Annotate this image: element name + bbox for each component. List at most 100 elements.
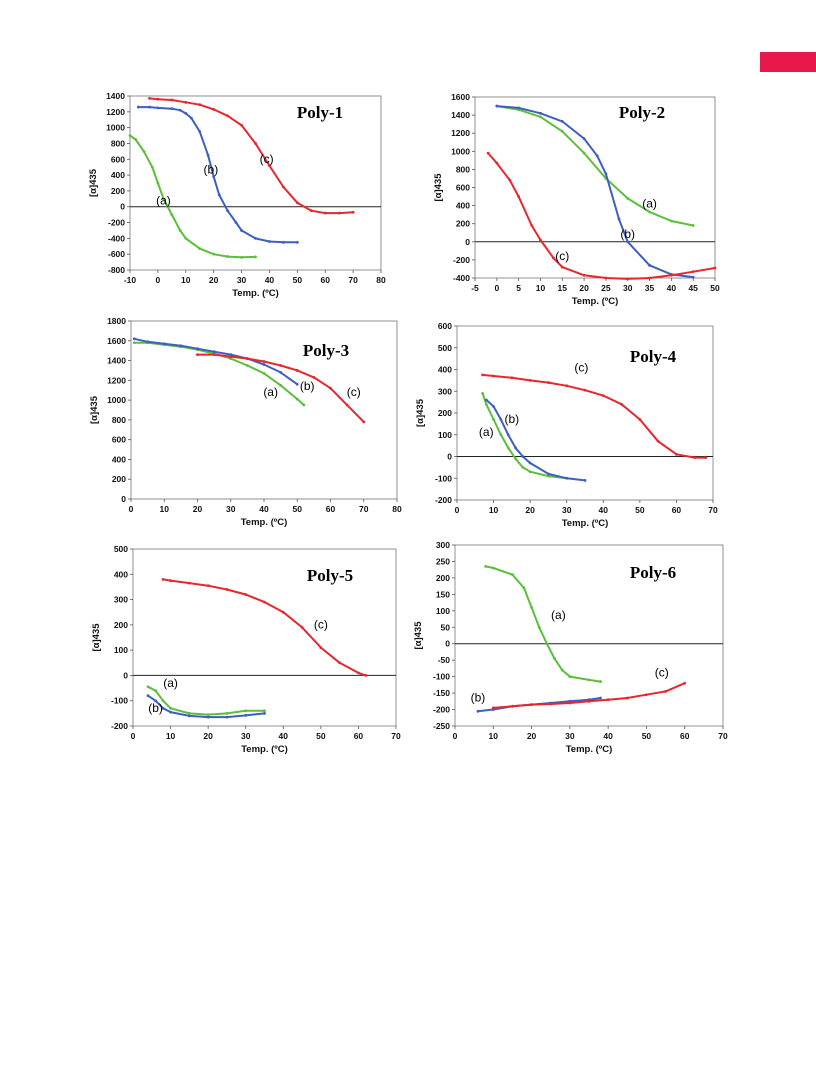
x-tick-label: 80 [392, 504, 402, 514]
data-point-b [212, 350, 216, 354]
y-tick-label: 1200 [451, 128, 470, 138]
data-point-c [337, 211, 341, 215]
y-tick-label: -100 [435, 473, 452, 483]
data-point-c [565, 384, 569, 388]
data-point-b [539, 111, 542, 115]
x-tick-label: 15 [558, 283, 568, 293]
data-point-b [226, 209, 230, 213]
data-point-c [620, 402, 623, 406]
data-point-a [587, 678, 591, 682]
y-axis-label: [α]435 [88, 168, 99, 197]
data-point-c [156, 97, 160, 101]
data-point-c [295, 369, 299, 372]
y-tick-label: 0 [445, 639, 450, 649]
x-tick-label: 0 [131, 731, 136, 741]
panel-title: Poly-2 [619, 103, 665, 122]
data-point-a [146, 685, 150, 689]
series-line-c [162, 578, 367, 677]
data-point-b [217, 193, 221, 197]
y-tick-label: 200 [111, 186, 125, 196]
data-point-c [357, 671, 360, 675]
y-tick-label: 600 [111, 154, 125, 164]
series-line-a [496, 105, 694, 227]
data-point-a [648, 210, 651, 214]
data-point-a [545, 642, 549, 646]
data-point-a [484, 564, 488, 568]
data-point-b [170, 107, 174, 111]
x-tick-label: 10 [489, 505, 499, 515]
x-tick-label: 30 [226, 504, 236, 514]
data-point-c [196, 353, 199, 357]
data-point-c [601, 394, 605, 397]
data-point-c [508, 178, 512, 182]
data-point-c [693, 456, 697, 459]
x-tick-label: 60 [672, 505, 682, 515]
data-point-b [161, 706, 165, 710]
data-point-a [560, 668, 564, 672]
series-label-c: (c) [655, 666, 669, 680]
y-tick-label: 1400 [107, 356, 126, 366]
series-label-a: (a) [642, 196, 657, 210]
x-tick-label: 40 [599, 505, 609, 515]
data-point-a [302, 403, 306, 407]
series-label-c: (c) [347, 385, 361, 399]
y-tick-label: 1400 [451, 110, 470, 120]
data-point-a [295, 397, 299, 401]
y-tick-label: 400 [456, 201, 470, 211]
y-tick-label: 1400 [106, 91, 125, 101]
x-tick-label: 45 [688, 283, 698, 293]
data-point-c [329, 386, 332, 390]
y-tick-label: 600 [456, 183, 470, 193]
data-point-c [364, 674, 368, 677]
x-tick-label: 10 [166, 731, 176, 741]
x-axis-label: Temp. (ºC) [566, 744, 613, 755]
y-tick-label: 800 [112, 415, 126, 425]
data-point-a [128, 134, 132, 137]
data-point-c [675, 452, 678, 456]
data-point-b [514, 446, 517, 450]
data-point-a [226, 255, 230, 258]
data-point-b [268, 240, 271, 243]
data-point-a [599, 680, 602, 683]
x-tick-label: 40 [259, 504, 269, 514]
x-tick-label: 20 [579, 283, 589, 293]
y-tick-label: -200 [435, 495, 452, 505]
data-point-a [521, 465, 525, 469]
data-point-b [184, 112, 188, 115]
data-point-c [212, 353, 216, 357]
data-point-a [528, 470, 532, 474]
data-point-b [169, 710, 172, 714]
data-point-c [492, 374, 495, 378]
plot-frame [474, 96, 716, 279]
y-tick-label: 1600 [451, 92, 470, 102]
data-point-c [225, 588, 229, 591]
chart-panel-poly-4: -200 -100 0 100 200 300 400 500 600 0 10 20 30 40 50 60… [415, 321, 718, 529]
x-tick-label: 70 [359, 504, 369, 514]
data-point-c [549, 702, 553, 706]
data-point-b [492, 405, 495, 408]
y-tick-label: -200 [111, 721, 128, 731]
data-point-a [530, 606, 533, 609]
y-tick-label: 0 [120, 202, 125, 212]
data-point-a [187, 711, 191, 715]
data-point-a [547, 474, 550, 478]
data-point-b [189, 116, 193, 120]
data-point-a [225, 711, 229, 715]
data-point-b [583, 479, 587, 482]
data-point-a [178, 229, 182, 232]
data-point-c [683, 681, 687, 685]
data-point-b [626, 240, 630, 244]
data-point-c [669, 273, 673, 277]
data-point-b [196, 347, 199, 351]
data-point-b [198, 130, 202, 133]
y-tick-label: 200 [456, 219, 470, 229]
y-tick-label: -800 [108, 265, 125, 275]
data-point-b [582, 137, 586, 141]
data-point-a [511, 573, 514, 577]
y-tick-label: 500 [438, 343, 452, 353]
series-label-c: (c) [555, 249, 569, 263]
y-axis-label: [α]435 [91, 623, 102, 652]
data-point-c [198, 103, 202, 107]
data-point-a [169, 706, 172, 710]
plot-frame [130, 320, 398, 500]
